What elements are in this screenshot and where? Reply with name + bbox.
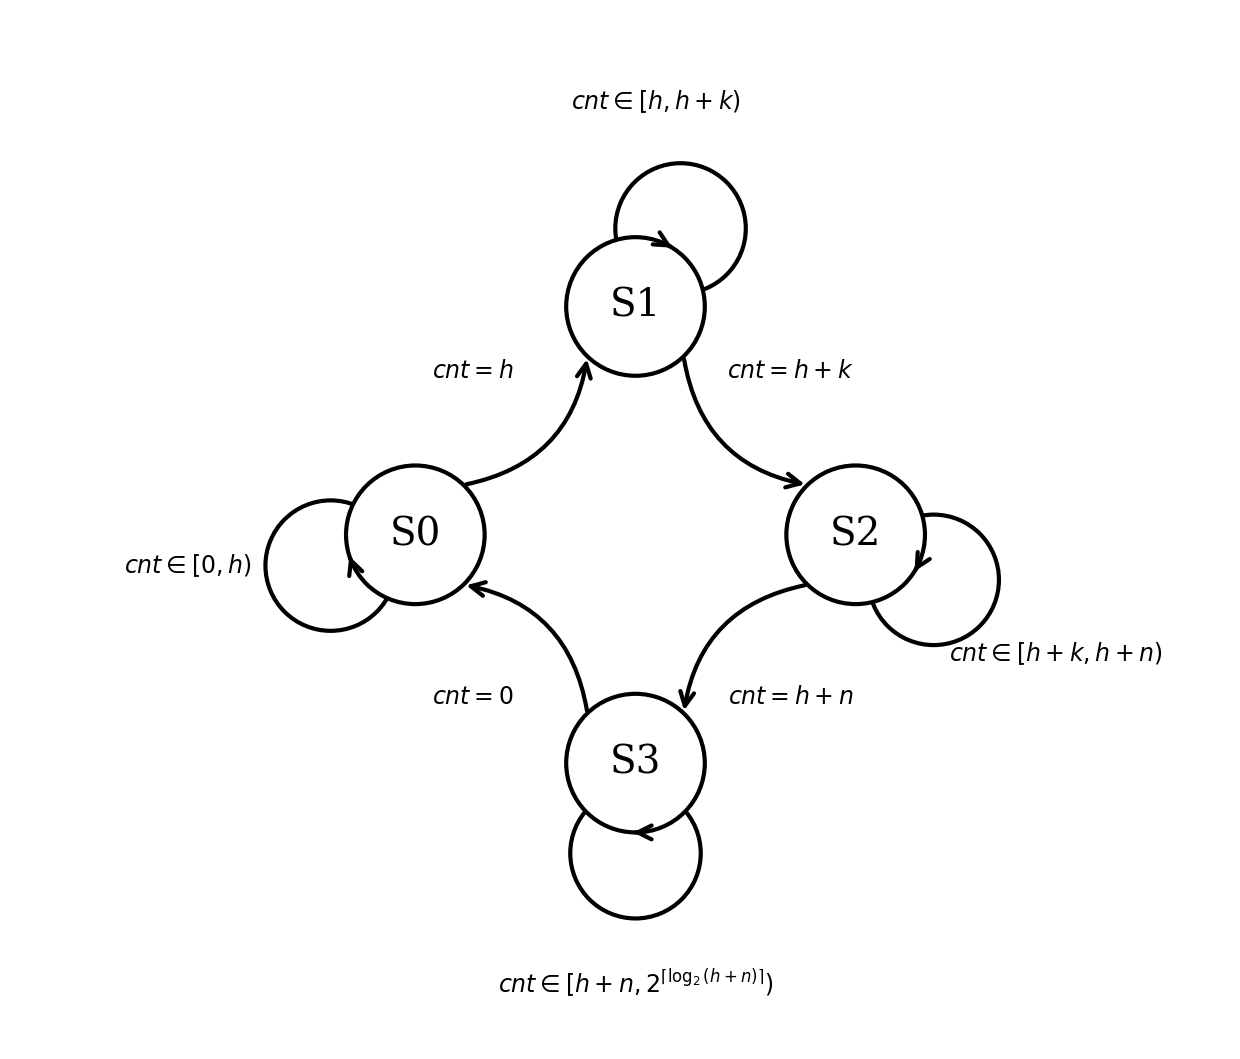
Text: $cnt = h+k$: $cnt = h+k$ (727, 360, 854, 383)
Text: $cnt = h$: $cnt = h$ (432, 360, 513, 383)
Circle shape (346, 466, 485, 604)
Text: S0: S0 (389, 517, 441, 553)
Text: $cnt \in [h+n,2^{\lceil \log_2(h+n) \rceil})$: $cnt \in [h+n,2^{\lceil \log_2(h+n) \rce… (497, 968, 774, 1000)
Text: $cnt \in [0,h)$: $cnt \in [0,h)$ (124, 552, 252, 579)
Circle shape (567, 694, 704, 832)
Text: $cnt = h+n$: $cnt = h+n$ (728, 686, 853, 710)
Text: S2: S2 (830, 517, 882, 553)
Text: $cnt \in [h,h+k)$: $cnt \in [h,h+k)$ (572, 89, 742, 115)
Text: S1: S1 (610, 288, 661, 325)
Text: $cnt = 0$: $cnt = 0$ (432, 686, 513, 710)
Text: S3: S3 (610, 744, 661, 782)
Circle shape (786, 466, 925, 604)
Text: $cnt \in [h+k,h+n)$: $cnt \in [h+k,h+n)$ (949, 640, 1163, 667)
Circle shape (567, 237, 704, 376)
